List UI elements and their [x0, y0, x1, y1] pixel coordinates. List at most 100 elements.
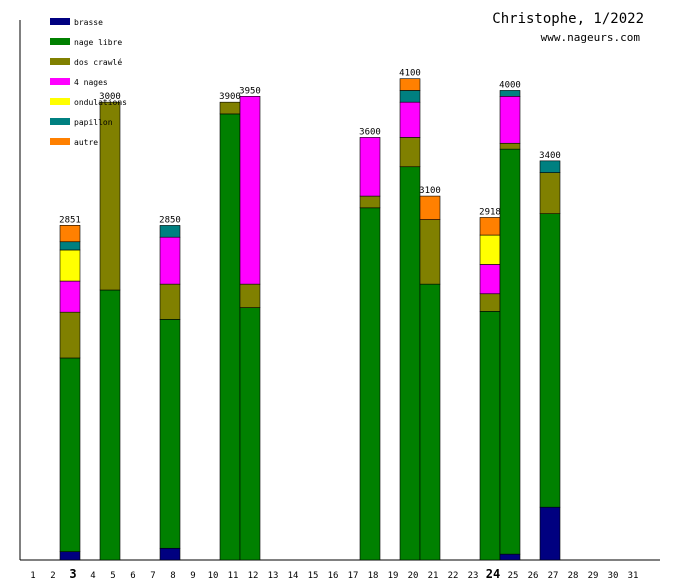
bar-segment — [359, 207, 381, 561]
total-label: 3600 — [359, 127, 381, 137]
total-label: 3400 — [539, 151, 561, 161]
x-tick-label: 16 — [328, 571, 339, 580]
chart-title: Christophe, 1/2022 — [492, 11, 644, 27]
x-tick-label: 26 — [528, 571, 539, 580]
x-tick-label: 21 — [428, 571, 439, 580]
bar-segment — [539, 213, 561, 508]
bar-segment — [539, 506, 561, 561]
x-tick-label: 28 — [568, 571, 579, 580]
bar-segment — [159, 319, 181, 549]
bar-segment — [219, 113, 241, 561]
x-tick-label: 14 — [288, 571, 299, 580]
bar-segment — [479, 311, 501, 561]
bar-segment — [499, 96, 521, 144]
x-tick-label: 19 — [388, 571, 399, 580]
legend-label: papillon — [74, 118, 113, 127]
x-tick-label: 22 — [448, 571, 459, 580]
x-tick-label: 13 — [268, 571, 279, 580]
legend-swatch — [50, 18, 70, 25]
bar-segment — [479, 234, 501, 265]
bar-segment — [399, 78, 421, 91]
total-label: 3900 — [219, 92, 241, 102]
x-tick-label: 24 — [486, 567, 500, 580]
legend-swatch — [50, 98, 70, 105]
bar-segment — [399, 101, 421, 138]
x-tick-label: 3 — [69, 567, 76, 580]
x-tick-label: 10 — [208, 571, 219, 580]
bar-segment — [239, 307, 261, 561]
bar-segment — [159, 225, 181, 238]
bar-segment — [99, 101, 121, 291]
x-tick-label: 2 — [50, 571, 55, 580]
x-tick-label: 12 — [248, 571, 259, 580]
total-label: 3950 — [239, 86, 261, 96]
bar-segment — [479, 293, 501, 312]
bar-segment — [59, 551, 81, 561]
legend-swatch — [50, 58, 70, 65]
bar-segment — [539, 160, 561, 173]
bar-segment — [159, 283, 181, 320]
x-tick-label: 5 — [110, 571, 115, 580]
bar-segment — [399, 137, 421, 168]
bar-segment — [59, 311, 81, 359]
bar-segment — [539, 172, 561, 214]
bar-segment — [59, 249, 81, 282]
x-tick-label: 18 — [368, 571, 379, 580]
legend-label: ondulations — [74, 98, 127, 107]
x-tick-label: 4 — [90, 571, 95, 580]
bar-segment — [219, 101, 241, 115]
x-tick-label: 15 — [308, 571, 319, 580]
bar-segment — [159, 547, 181, 561]
x-tick-label: 20 — [408, 571, 419, 580]
x-tick-label: 8 — [170, 571, 175, 580]
legend-label: 4 nages — [74, 78, 108, 87]
legend-swatch — [50, 78, 70, 85]
x-tick-label: 1 — [30, 571, 35, 580]
bar-segment — [499, 148, 521, 555]
legend-swatch — [50, 38, 70, 45]
bar-segment — [239, 283, 261, 308]
total-label: 4100 — [399, 69, 421, 79]
bar-segment — [479, 217, 501, 236]
bar-segment — [359, 195, 381, 209]
x-tick-label: 11 — [228, 571, 239, 580]
legend-label: brasse — [74, 18, 103, 27]
total-label: 2851 — [59, 215, 81, 225]
x-tick-label: 7 — [150, 571, 155, 580]
bar-segment — [59, 225, 81, 243]
total-label: 2850 — [159, 215, 181, 225]
bar-segment — [499, 90, 521, 97]
bar-segment — [359, 137, 381, 197]
bar-segment — [499, 142, 521, 150]
bar-segment — [59, 241, 81, 251]
x-tick-label: 6 — [130, 571, 135, 580]
x-tick-label: 17 — [348, 571, 359, 580]
bar-segment — [479, 264, 501, 295]
legend-label: dos crawlé — [74, 57, 122, 67]
bar-segment — [399, 166, 421, 561]
legend-swatch — [50, 138, 70, 145]
legend-label: autre — [74, 138, 98, 147]
x-tick-label: 29 — [588, 571, 599, 580]
bar-segment — [499, 553, 521, 561]
bar-segment — [239, 96, 261, 285]
total-label: 4000 — [499, 80, 521, 90]
chart-subtitle: www.nageurs.com — [541, 31, 641, 44]
x-tick-label: 25 — [508, 571, 519, 580]
total-label: 3000 — [99, 92, 121, 102]
x-tick-label: 30 — [608, 571, 619, 580]
x-tick-label: 31 — [628, 571, 639, 580]
bar-segment — [399, 90, 421, 103]
x-tick-label: 9 — [190, 571, 195, 580]
total-label: 3100 — [419, 186, 441, 196]
bar-segment — [419, 283, 441, 561]
bar-segment — [99, 289, 121, 561]
bar-segment — [59, 280, 81, 313]
legend-swatch — [50, 118, 70, 125]
x-tick-label: 27 — [548, 571, 559, 580]
bar-segment — [419, 219, 441, 285]
x-tick-label: 23 — [468, 571, 479, 580]
bar-segment — [59, 357, 81, 552]
bar-segment — [159, 236, 181, 285]
